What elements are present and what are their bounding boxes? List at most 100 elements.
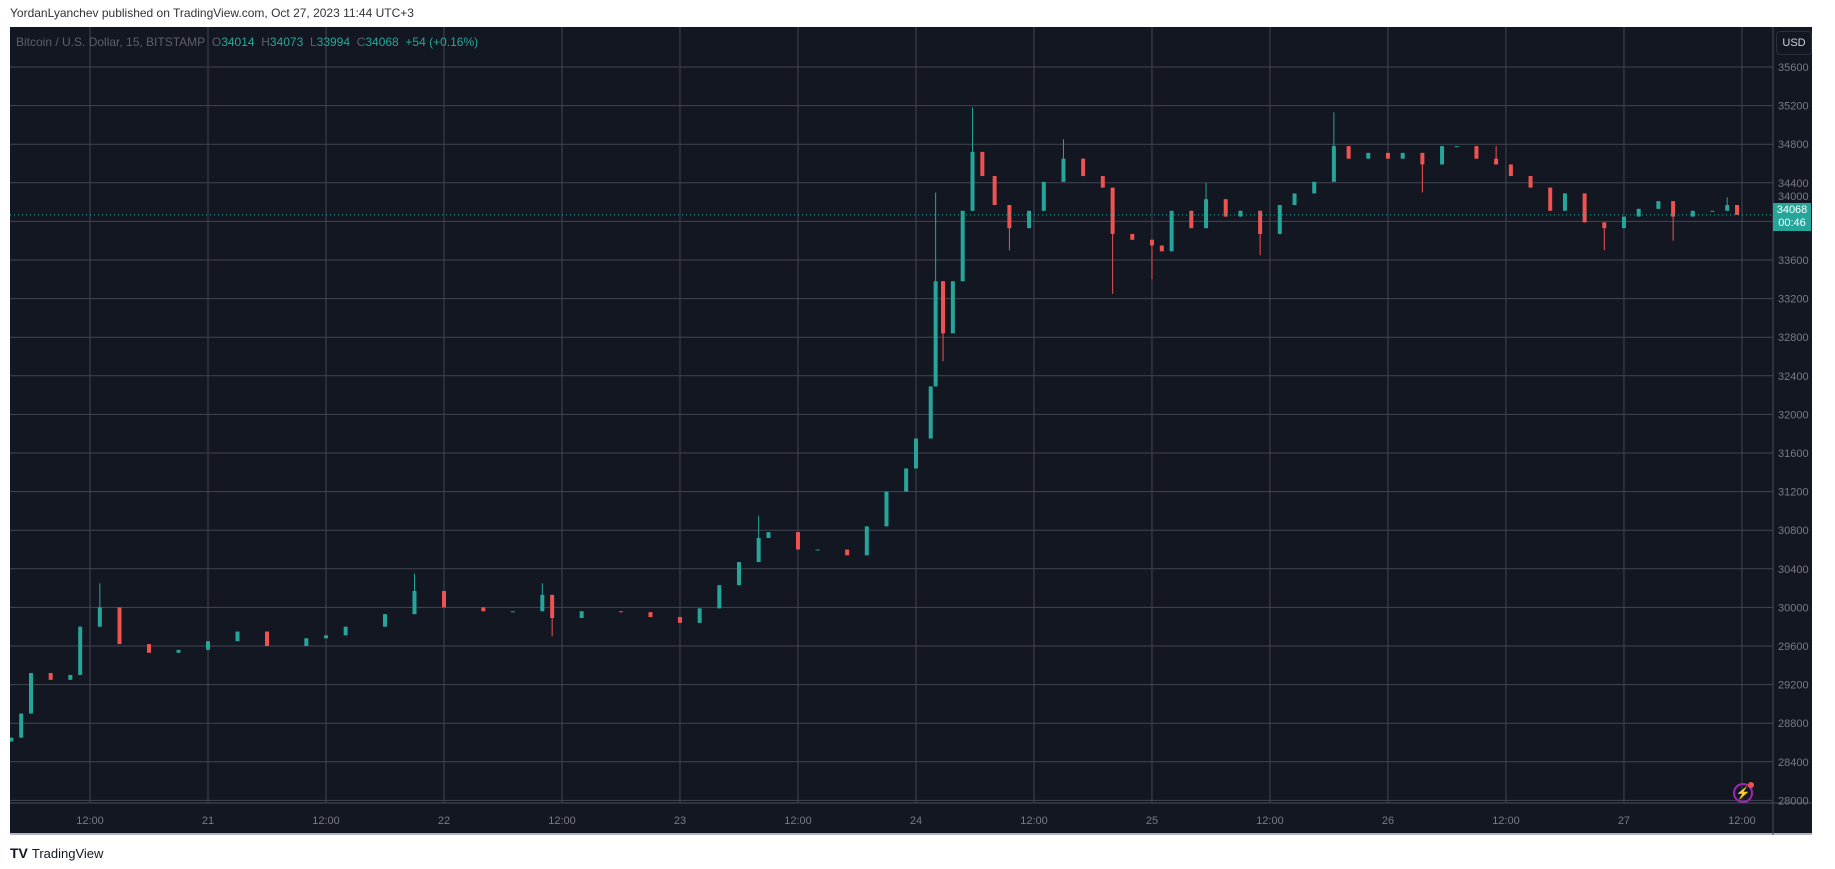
candle-body — [941, 281, 946, 334]
x-tick-label: 12:00 — [1492, 815, 1520, 827]
y-tick-label: 34400 — [1778, 178, 1809, 190]
candle-body — [1400, 152, 1405, 159]
candle-body — [1454, 146, 1459, 148]
x-tick-label: 12:00 — [1020, 815, 1048, 827]
y-tick-label: 28400 — [1778, 757, 1809, 769]
y-tick-label: 30800 — [1778, 525, 1809, 537]
x-tick-label: 12:00 — [548, 815, 576, 827]
candle-body — [815, 549, 820, 551]
candle-body — [1081, 158, 1086, 177]
candle-body — [1735, 204, 1740, 215]
notification-dot — [1748, 782, 1754, 788]
candle-body — [117, 607, 122, 645]
candle-body — [382, 614, 387, 627]
candle-body — [913, 438, 918, 469]
candle-body — [845, 549, 850, 556]
candle-body — [864, 526, 869, 556]
currency-button[interactable]: USD — [1776, 31, 1812, 55]
publisher-caption: YordanLyanchev published on TradingView.… — [10, 6, 414, 20]
x-tick-label: 12:00 — [1728, 815, 1756, 827]
candle-body — [1710, 210, 1715, 212]
x-tick-label: 22 — [438, 815, 450, 827]
candle-body — [1621, 216, 1626, 229]
candle-body — [1100, 176, 1105, 188]
candle-body — [795, 532, 800, 550]
candle-body — [412, 590, 417, 615]
high-value: 34073 — [269, 35, 304, 49]
y-tick-label: 29200 — [1778, 680, 1809, 692]
candle-body — [10, 737, 14, 742]
y-tick-label: 33200 — [1778, 294, 1809, 306]
candle-body — [550, 594, 555, 619]
candle-body — [766, 532, 771, 538]
candle-body — [648, 612, 653, 618]
candle-body — [235, 631, 240, 642]
candle-body — [1189, 210, 1194, 229]
x-tick-label: 24 — [910, 815, 922, 827]
tv-logo-icon: TV — [10, 845, 28, 861]
candle-body — [1420, 152, 1425, 165]
last-price: 34068 — [1776, 204, 1808, 216]
candle-body — [19, 713, 24, 738]
x-tick-label: 27 — [1618, 815, 1630, 827]
y-tick-label: 33600 — [1778, 255, 1809, 267]
candle-body — [1548, 187, 1553, 211]
candle-body — [1474, 146, 1479, 159]
y-tick-label: 35200 — [1778, 101, 1809, 113]
tradingview-logo[interactable]: TV TradingView — [10, 845, 103, 861]
y-tick-label: 30400 — [1778, 564, 1809, 576]
candle-body — [1223, 199, 1228, 217]
candle-body — [1725, 204, 1730, 211]
candle-body — [29, 673, 34, 714]
low-label: L — [309, 35, 317, 49]
candle-body — [343, 626, 348, 636]
candle-body — [992, 176, 997, 205]
candle-body — [618, 611, 623, 613]
candle-body — [1440, 146, 1445, 165]
x-tick-label: 12:00 — [784, 815, 812, 827]
change-value: +54 (+0.16%) — [405, 35, 479, 49]
candle-body — [904, 468, 909, 492]
candle-body — [1602, 222, 1607, 229]
candle-body — [717, 585, 722, 609]
y-tick-label: 31600 — [1778, 448, 1809, 460]
candle-body — [1690, 210, 1695, 217]
candle-body — [510, 611, 515, 613]
lightning-icon[interactable]: ⚡ — [1733, 782, 1754, 803]
y-tick-label: 28800 — [1778, 718, 1809, 730]
candle-body — [1366, 152, 1371, 159]
candle-body — [1258, 210, 1263, 234]
candle-body — [1007, 204, 1012, 229]
candle-body — [323, 635, 328, 639]
y-tick-label: 30000 — [1778, 602, 1809, 614]
candle-body — [441, 590, 446, 608]
candle-body — [1204, 199, 1209, 229]
bar-countdown: 00:46 — [1778, 217, 1806, 229]
x-tick-label: 26 — [1382, 815, 1394, 827]
candle-body — [1656, 201, 1661, 209]
candle-body — [1331, 146, 1336, 182]
candle-body — [1169, 210, 1174, 252]
open-label: O — [211, 35, 222, 49]
x-tick-label: 23 — [674, 815, 686, 827]
candle-body — [960, 210, 965, 282]
x-tick-label: 12:00 — [1256, 815, 1284, 827]
candle-body — [1312, 181, 1317, 194]
y-tick-label: 28000 — [1778, 795, 1809, 807]
x-tick-label: 12:00 — [312, 815, 340, 827]
candle-body — [736, 562, 741, 586]
candle-body — [264, 631, 269, 646]
candle-body — [1494, 158, 1499, 165]
chart-panel[interactable]: 35600 35200 34800 34400 34000 33600 33200 32800… — [10, 27, 1812, 835]
logo-text: TradingView — [31, 845, 104, 861]
candle-body — [1508, 164, 1513, 177]
candle-body — [48, 673, 53, 680]
last-price-tag: 34068 00:46 — [1773, 203, 1811, 231]
candle-body — [97, 607, 102, 627]
candle-body — [1292, 193, 1297, 205]
candle-body — [1159, 245, 1164, 252]
candle-body — [176, 649, 181, 653]
candle-body — [147, 644, 152, 653]
candle-body — [884, 491, 889, 527]
